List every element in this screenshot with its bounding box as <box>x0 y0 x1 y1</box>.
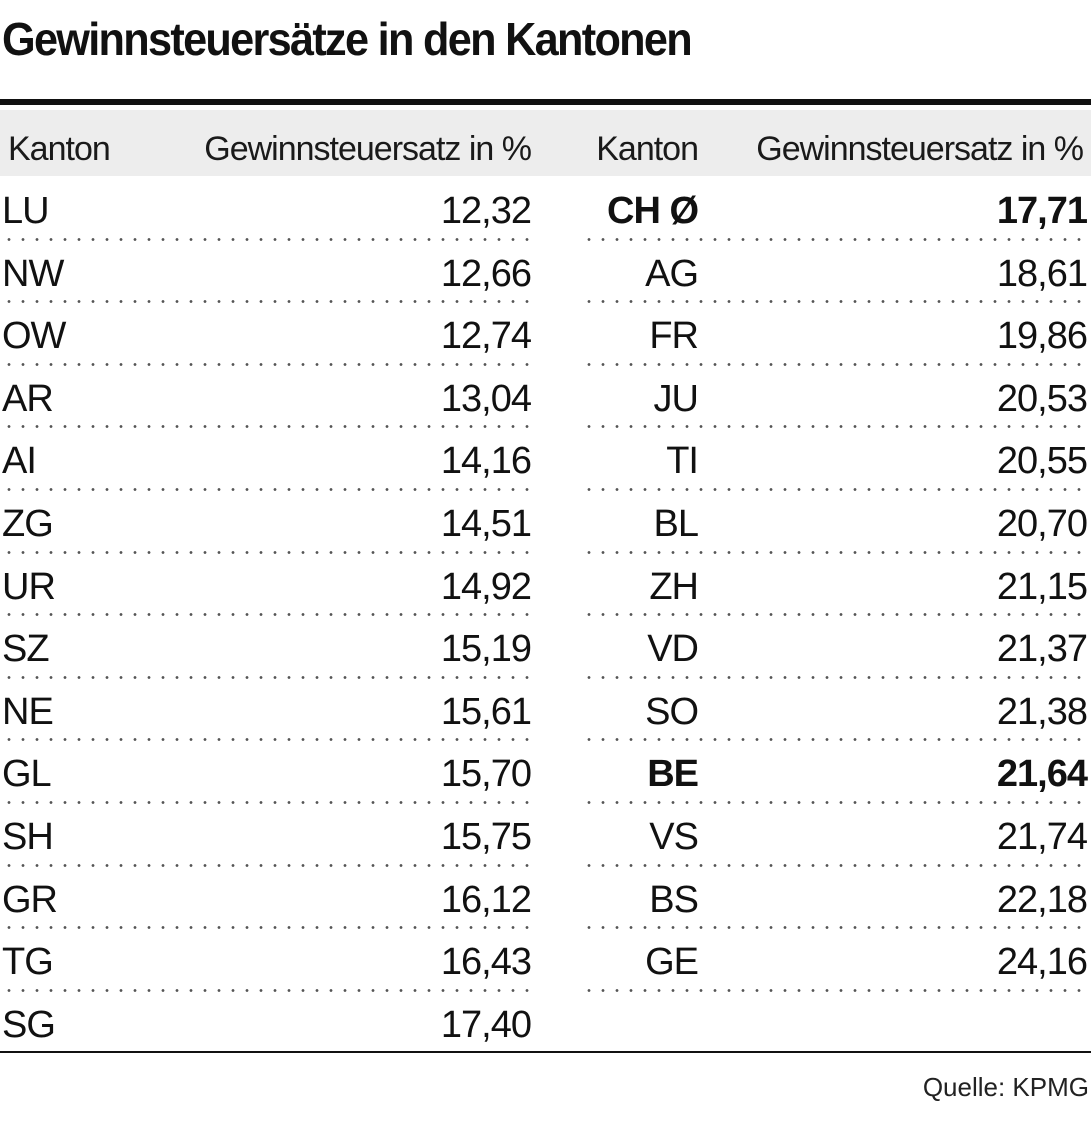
row-divider <box>582 550 1089 554</box>
rate-cell: 20,55 <box>996 440 1088 483</box>
row-divider <box>582 801 1089 804</box>
kanton-cell: ZG <box>2 503 54 545</box>
rate-cell: 15,19 <box>440 628 532 671</box>
kanton-cell: SZ <box>2 628 50 671</box>
row-divider <box>2 926 532 930</box>
rate-cell: 15,70 <box>440 753 532 796</box>
rate-cell: 21,37 <box>996 628 1088 671</box>
row-divider <box>582 675 1089 679</box>
rate-cell: 14,51 <box>440 503 532 545</box>
table-header <box>0 110 1091 176</box>
bottom-rule <box>0 1051 1091 1053</box>
rate-cell: 17,71 <box>996 190 1088 232</box>
row-divider <box>582 926 1089 930</box>
kanton-cell: BE <box>647 753 699 796</box>
chart-title: Gewinnsteuersätze in den Kantonen <box>2 13 693 65</box>
row-divider <box>582 988 1089 992</box>
rate-cell: 14,16 <box>440 440 532 483</box>
header-rate-left: Gewinnsteuersatz in % <box>204 130 532 168</box>
row-divider <box>582 362 1089 366</box>
kanton-cell: CH Ø <box>607 190 699 232</box>
header-rate-right: Gewinnsteuersatz in % <box>756 130 1084 168</box>
rate-cell: 12,66 <box>440 252 532 295</box>
row-divider <box>2 300 532 304</box>
rate-cell: 16,12 <box>440 878 532 921</box>
rate-cell: 12,32 <box>440 190 532 232</box>
rate-cell: 19,86 <box>996 315 1088 358</box>
rate-cell: 16,43 <box>440 941 532 984</box>
row-divider <box>2 863 532 867</box>
kanton-cell: SG <box>2 1003 56 1046</box>
kanton-cell: VD <box>647 628 699 671</box>
kanton-cell: OW <box>2 315 66 358</box>
row-divider <box>582 613 1089 617</box>
row-divider <box>2 613 532 617</box>
row-divider <box>2 801 532 804</box>
row-divider <box>2 550 532 554</box>
row-divider <box>582 300 1089 304</box>
row-divider <box>2 362 532 366</box>
rate-cell: 15,61 <box>440 690 532 733</box>
kanton-cell: SO <box>645 690 699 733</box>
kanton-cell: NE <box>2 690 54 733</box>
row-divider <box>582 488 1089 491</box>
kanton-cell: JU <box>653 377 699 420</box>
kanton-cell: VS <box>649 816 699 858</box>
row-divider <box>2 237 532 241</box>
source-note: Quelle: KPMG <box>922 1072 1089 1102</box>
rate-cell: 21,15 <box>996 565 1088 608</box>
kanton-cell: TI <box>666 440 699 483</box>
kanton-cell: FR <box>649 315 699 358</box>
kanton-cell: GE <box>645 941 699 984</box>
kanton-cell: UR <box>2 565 56 608</box>
row-divider <box>2 488 532 491</box>
kanton-cell: GL <box>2 753 52 796</box>
rate-cell: 13,04 <box>440 377 532 420</box>
rate-cell: 21,64 <box>996 753 1088 796</box>
kanton-cell: AG <box>645 252 699 295</box>
row-divider <box>582 738 1089 742</box>
row-divider <box>582 863 1089 867</box>
kanton-cell: NW <box>2 252 64 295</box>
rate-cell: 17,40 <box>440 1003 532 1046</box>
rate-cell: 12,74 <box>440 315 532 358</box>
kanton-cell: TG <box>2 941 54 984</box>
rate-cell: 15,75 <box>440 816 532 858</box>
row-divider <box>2 675 532 679</box>
rate-cell: 14,92 <box>440 565 532 608</box>
kanton-cell: BS <box>649 878 699 921</box>
kanton-cell: BL <box>653 503 699 545</box>
rate-cell: 20,70 <box>996 503 1088 545</box>
row-divider <box>582 425 1089 429</box>
kanton-cell: AI <box>2 440 37 483</box>
row-divider <box>2 738 532 742</box>
rate-cell: 21,38 <box>996 690 1088 733</box>
kanton-cell: AR <box>2 377 54 420</box>
row-divider <box>582 237 1089 241</box>
row-divider <box>2 988 532 992</box>
rate-cell: 20,53 <box>996 377 1088 420</box>
kanton-cell: LU <box>2 190 50 232</box>
kanton-cell: ZH <box>649 565 699 608</box>
rate-cell: 22,18 <box>996 878 1088 921</box>
rate-cell: 18,61 <box>996 252 1088 295</box>
title-rule <box>0 99 1091 105</box>
header-kanton-right: Kanton <box>596 130 699 168</box>
kanton-cell: GR <box>2 878 58 921</box>
header-kanton-left: Kanton <box>8 130 111 168</box>
rate-cell: 21,74 <box>996 816 1088 858</box>
rate-cell: 24,16 <box>996 941 1088 984</box>
kanton-cell: SH <box>2 816 54 858</box>
row-divider <box>2 425 532 429</box>
